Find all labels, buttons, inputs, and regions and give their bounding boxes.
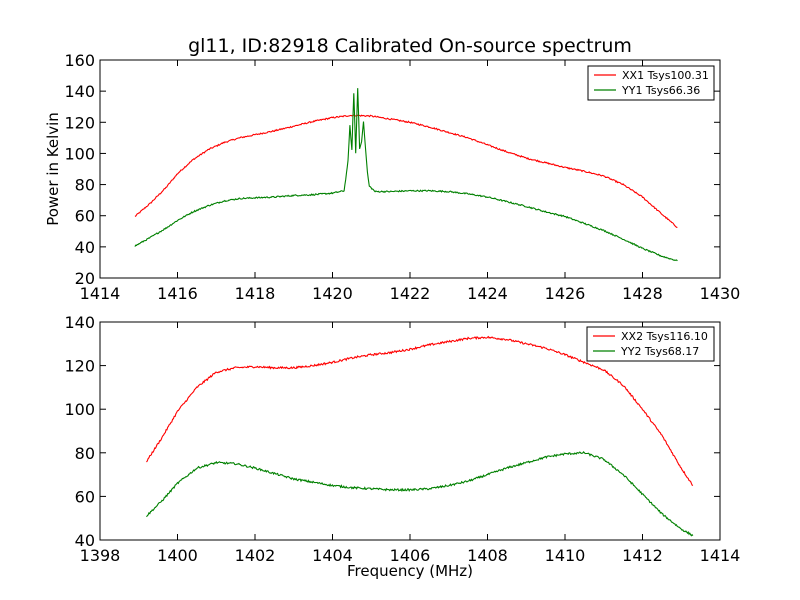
x-tick-label: 1406 (390, 546, 431, 565)
series-line-yy2 (146, 451, 694, 537)
legend-label: XX2 Tsys116.10 (621, 330, 708, 343)
x-tick-label: 1430 (700, 284, 741, 303)
x-tick-label: 1418 (235, 284, 276, 303)
x-tick-label: 1412 (622, 546, 663, 565)
legend-box (586, 326, 715, 362)
x-tick-label: 1420 (312, 284, 353, 303)
x-tick-label: 1398 (80, 546, 121, 565)
x-tick-label: 1416 (157, 284, 198, 303)
legend-label: YY2 Tsys68.17 (620, 345, 699, 358)
y-tick-label: 100 (64, 400, 95, 419)
legend-box (587, 65, 715, 101)
series-line-xx1 (134, 114, 678, 228)
legend: XX2 Tsys116.10 YY2 Tsys68.17 (586, 326, 715, 362)
x-tick-label: 1422 (390, 284, 431, 303)
y-tick-label: 120 (64, 113, 95, 132)
legend-label: YY1 Tsys66.36 (621, 84, 700, 97)
x-tick-label: 1414 (700, 546, 741, 565)
y-tick-label: 140 (64, 82, 95, 101)
y-tick-label: 140 (64, 313, 95, 332)
y-tick-label: 120 (64, 357, 95, 376)
chart-title: gl11, ID:82918 Calibrated On-source spec… (188, 35, 632, 57)
x-tick-label: 1408 (467, 546, 508, 565)
x-tick-label: 1400 (157, 546, 198, 565)
y-tick-label: 40 (75, 238, 95, 257)
top-plot-panel: 1414 1416 1418 1420 1422 1424 1426 1428 1430 20 40… (64, 51, 740, 303)
y-tick-label: 40 (75, 531, 95, 550)
y-tick-label: 160 (64, 51, 95, 70)
y-tick-label: 100 (64, 144, 95, 163)
y-tick-label: 60 (75, 487, 95, 506)
x-tick-label: 1414 (80, 284, 121, 303)
y-tick-label: 80 (75, 176, 95, 195)
series-line-xx2 (146, 335, 694, 486)
x-tick-label: 1404 (312, 546, 353, 565)
x-axis-title: Frequency (MHz) (347, 562, 473, 580)
legend: XX1 Tsys100.31 YY1 Tsys66.36 (587, 65, 715, 101)
y-tick-label: 60 (75, 207, 95, 226)
y-tick-label: 20 (75, 269, 95, 288)
x-tick-label: 1402 (235, 546, 276, 565)
x-tick-label: 1424 (467, 284, 508, 303)
x-tick-label: 1410 (545, 546, 586, 565)
bottom-plot-panel: 1398 1400 1402 1404 1406 1408 1410 1412 1414 40 60… (64, 313, 740, 565)
legend-label: XX1 Tsys100.31 (622, 69, 709, 82)
y-axis-title: Power in Kelvin (44, 112, 62, 226)
x-tick-label: 1428 (622, 284, 663, 303)
series-line-yy1 (134, 88, 678, 262)
x-tick-label: 1426 (545, 284, 586, 303)
y-tick-label: 80 (75, 444, 95, 463)
